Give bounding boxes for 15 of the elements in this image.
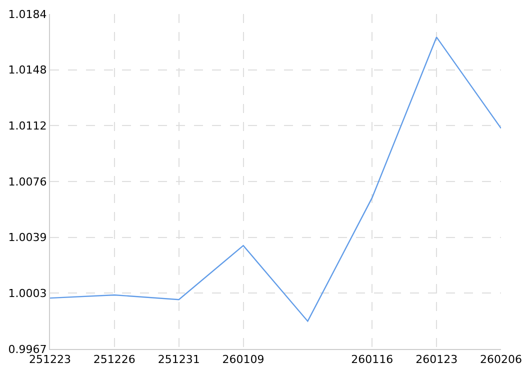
y-tick-label: 1.0039	[8, 231, 47, 244]
line-series	[50, 36, 501, 322]
x-tick-label: 260116	[351, 353, 394, 366]
x-tick-label: 251226	[93, 353, 136, 366]
x-tick-label: 260123	[416, 353, 458, 366]
y-tick-label: 0.9967	[8, 342, 47, 356]
y-tick-label: 1.0003	[8, 286, 47, 300]
y-tick-label: 1.0184	[8, 8, 47, 21]
x-tick-label: 260206	[480, 353, 522, 366]
y-tick-label: 1.0112	[8, 119, 47, 132]
x-tick-label: 251223	[29, 353, 71, 366]
y-tick-label: 1.0148	[8, 64, 47, 77]
x-tick-label: 260109	[222, 353, 264, 366]
y-tick-label: 1.0076	[8, 175, 47, 188]
x-tick-label: 251231	[158, 353, 200, 366]
